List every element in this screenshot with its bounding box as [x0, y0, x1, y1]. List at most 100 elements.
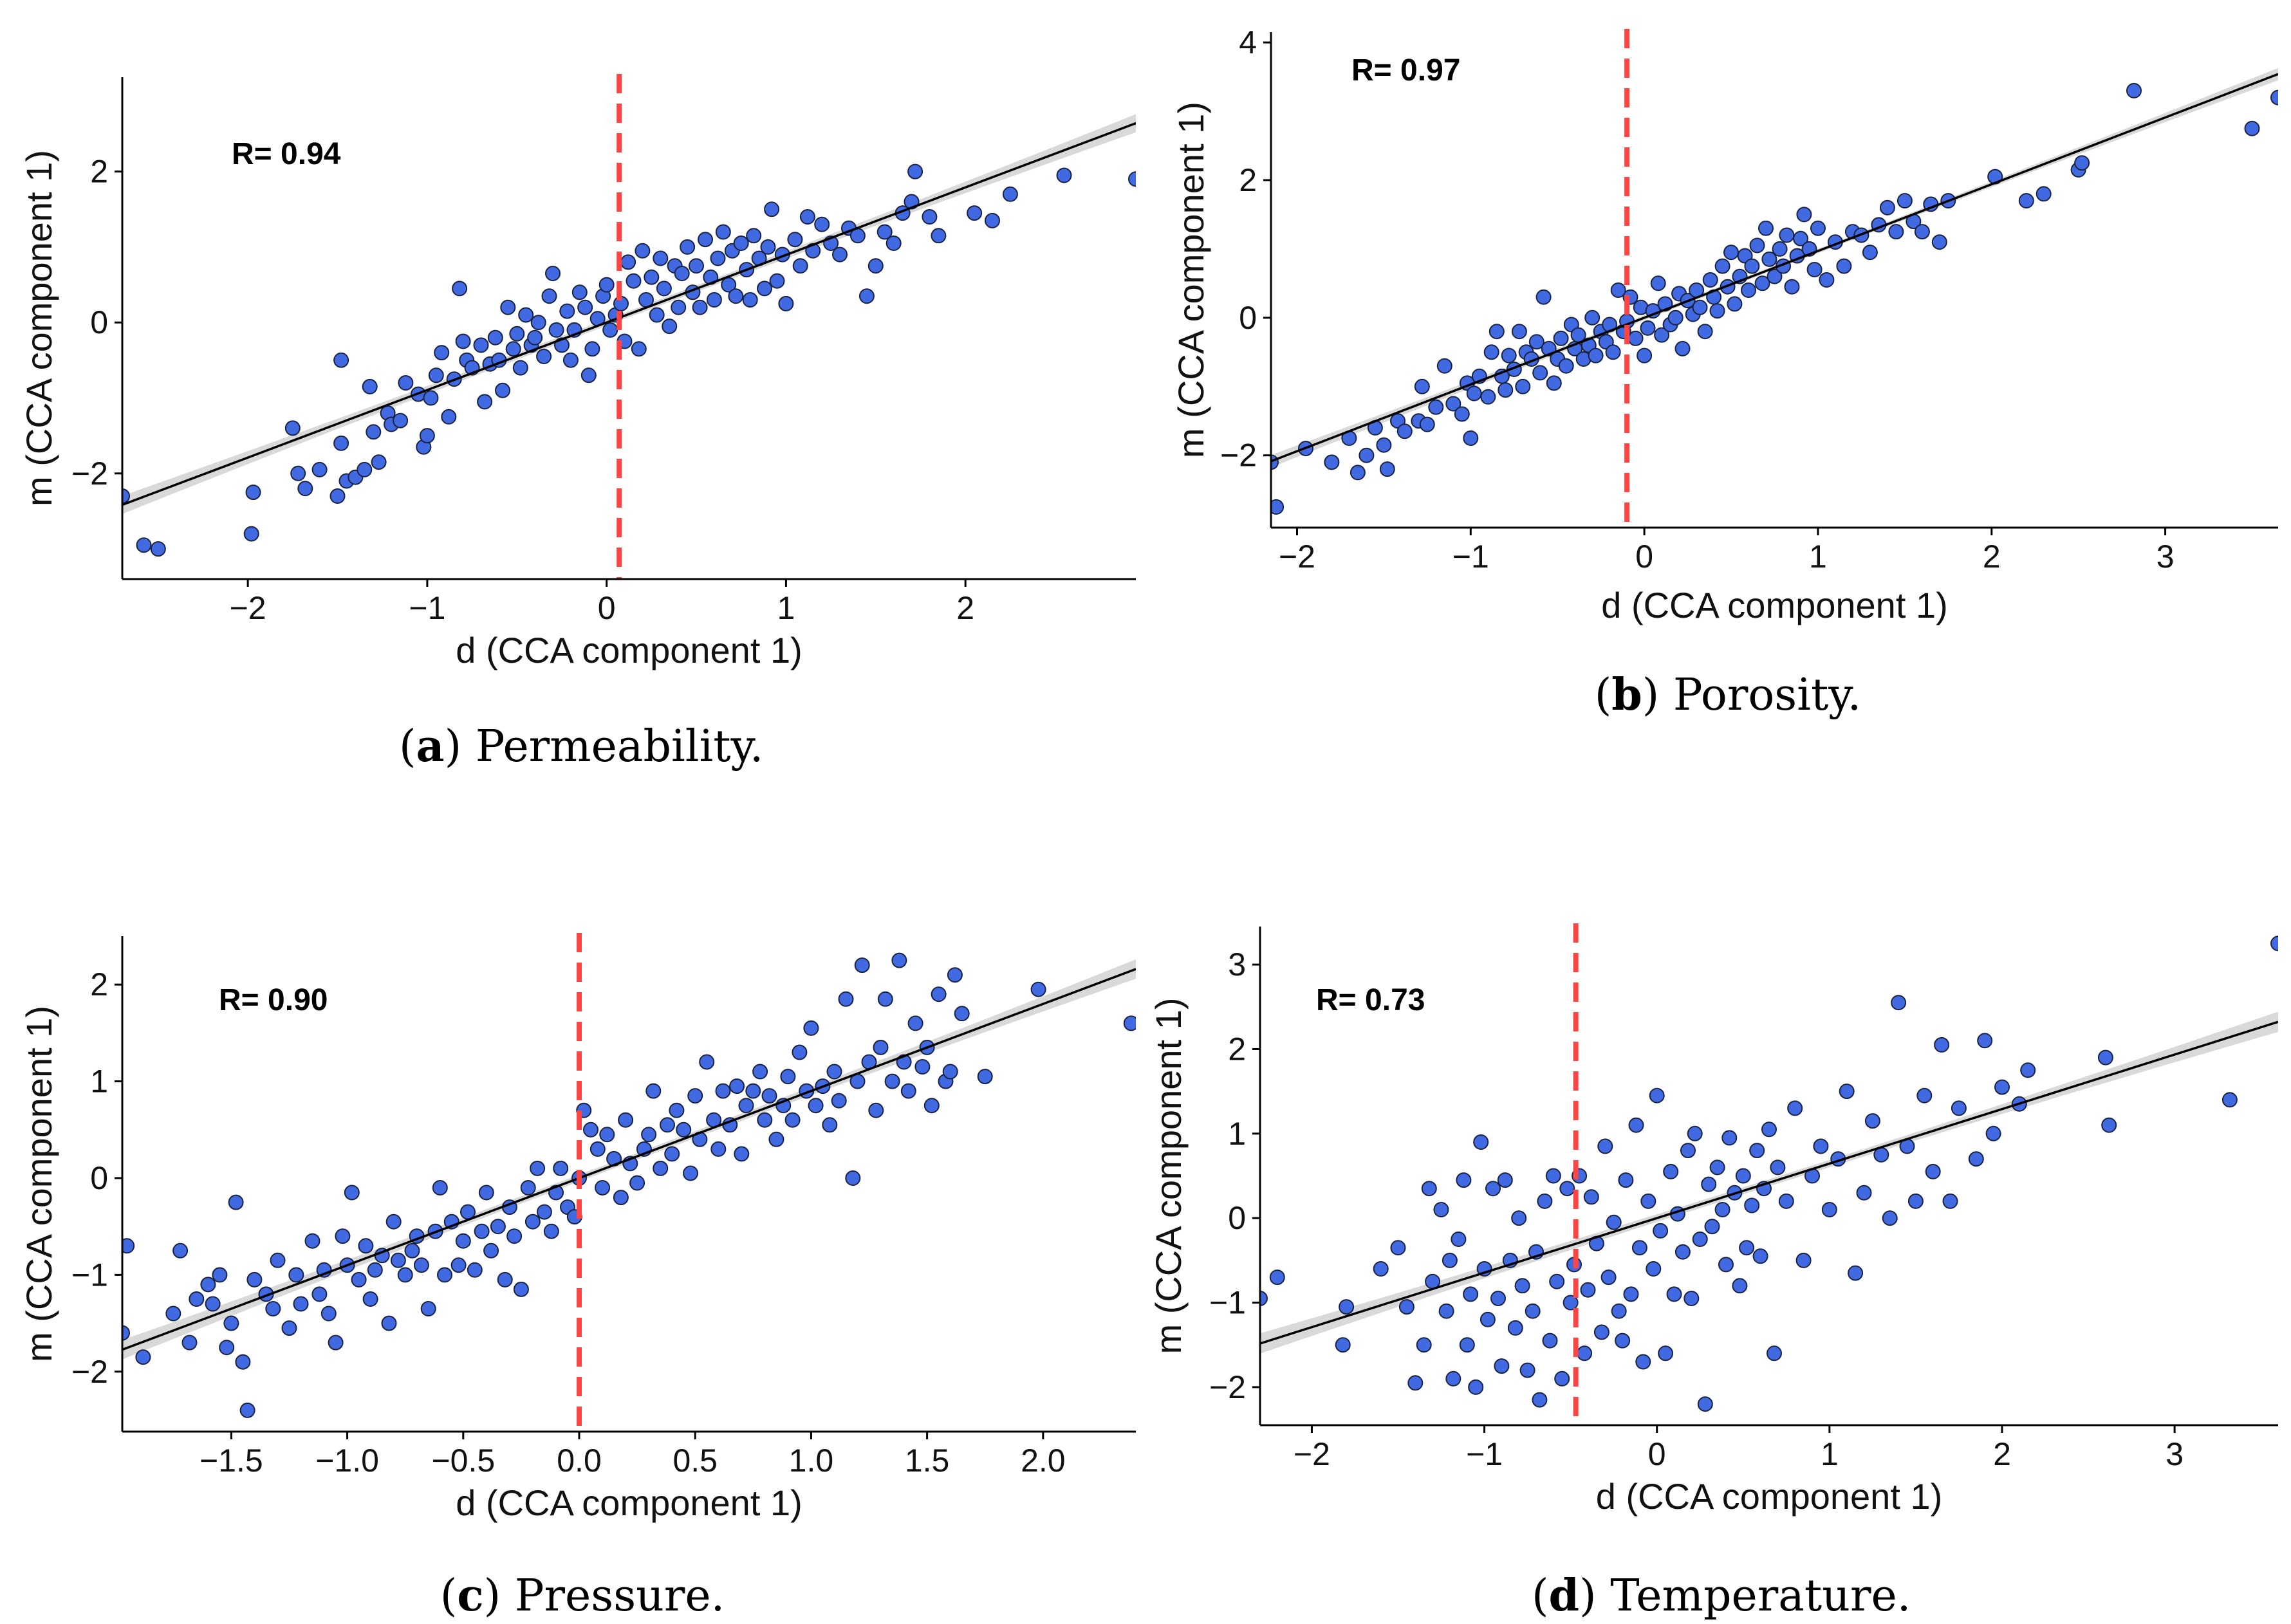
caption-a: (a) Permeability. [399, 721, 764, 772]
panel-a: −2 −1 0 1 2 −2 0 2 d (CCA component 1) m (CCA com… [19, 74, 1136, 670]
data-point [1770, 1159, 1786, 1176]
data-point [1674, 1244, 1691, 1260]
x-tick-label: 1.5 [905, 1443, 950, 1479]
data-point [297, 481, 313, 497]
data-point [1537, 1193, 1553, 1209]
data-point [490, 1219, 506, 1235]
data-point [845, 1170, 861, 1186]
y-tick-label: 4 [1239, 24, 1257, 60]
x-tick-label: −2 [1294, 1436, 1330, 1472]
data-point [1473, 1134, 1489, 1150]
x-tick-label: 0.5 [672, 1443, 718, 1479]
data-point [733, 235, 749, 251]
data-point [536, 349, 552, 364]
data-point [1749, 237, 1765, 254]
x-tick-label: 3 [2166, 1436, 2184, 1472]
x-tick-label: 1.0 [789, 1443, 834, 1479]
regression-line [122, 968, 1136, 1351]
data-point [757, 1112, 773, 1128]
data-point [1559, 1181, 1575, 1197]
data-point [985, 212, 1000, 228]
x-axis-label: d (CCA component 1) [1596, 1476, 1942, 1517]
data-point [205, 1296, 221, 1312]
data-point [656, 281, 672, 297]
data-point [1758, 220, 1774, 236]
data-point [1445, 396, 1461, 412]
data-point [613, 1190, 629, 1206]
data-point [1553, 330, 1569, 346]
data-point [803, 1020, 819, 1036]
data-point [385, 1213, 402, 1230]
correlation-annotation: R= 0.97 [1351, 53, 1460, 88]
data-point [509, 326, 525, 342]
plot-area [1260, 936, 2278, 1412]
caption-d: (d) Temperature. [1532, 1570, 1911, 1621]
x-tick-label: −1 [409, 590, 445, 626]
data-point [189, 1291, 205, 1307]
data-point [1532, 1392, 1548, 1408]
correlation-annotation: R= 0.90 [219, 983, 328, 1017]
data-point [1606, 1214, 1622, 1230]
data-point [653, 250, 669, 266]
data-point [520, 1180, 536, 1195]
data-point [1654, 327, 1670, 343]
data-point [1793, 230, 1808, 246]
y-axis-label: m (CCA component 1) [19, 150, 59, 506]
x-tick-label: 1 [777, 590, 795, 626]
data-point [362, 1291, 378, 1307]
data-point [1687, 1125, 1703, 1141]
data-point [1466, 385, 1482, 401]
data-point [662, 318, 678, 335]
data-point [1511, 324, 1527, 340]
data-point [1704, 1219, 1720, 1235]
data-point [1479, 1311, 1496, 1327]
data-point [1663, 1163, 1679, 1179]
data-point [1615, 1333, 1631, 1349]
data-point [1498, 382, 1514, 398]
data-point [1977, 1033, 1993, 1049]
data-point [1744, 258, 1760, 274]
data-point [1628, 1117, 1644, 1133]
data-point [1128, 171, 1136, 187]
data-point [281, 1320, 297, 1336]
data-point [1821, 1202, 1837, 1217]
panel-b: −2 −1 0 1 2 3 −2 0 2 4 d (CCA component 1) m (CCA c… [1171, 24, 2278, 625]
plot-area [122, 114, 1136, 557]
data-point [1637, 347, 1653, 364]
data-point [311, 1286, 328, 1302]
data-point [764, 201, 780, 217]
data-point [397, 1267, 413, 1283]
data-point [1549, 1273, 1565, 1289]
data-point [1597, 1138, 1613, 1154]
data-point [1545, 1168, 1561, 1184]
data-point [1611, 1303, 1627, 1319]
data-point [455, 1233, 471, 1249]
data-point [420, 1301, 436, 1316]
data-point [583, 1121, 598, 1138]
data-point [728, 288, 744, 304]
data-point [172, 1242, 189, 1259]
data-point [530, 315, 546, 331]
data-point [1542, 1333, 1558, 1349]
data-point [474, 1223, 490, 1239]
data-point [838, 991, 854, 1007]
y-tick-label: 0 [90, 304, 108, 340]
data-point [288, 1267, 304, 1283]
data-point [200, 1277, 216, 1293]
data-point [1934, 1037, 1950, 1053]
data-point [1839, 1084, 1855, 1100]
data-point [245, 484, 261, 501]
data-point [595, 1180, 611, 1195]
data-point [1515, 378, 1531, 394]
data-point [1407, 1375, 1424, 1391]
data-point [1445, 1370, 1461, 1387]
y-axis-label: m (CCA component 1) [1171, 102, 1211, 458]
data-point [404, 1242, 420, 1259]
data-point [530, 1160, 546, 1176]
data-point [1761, 1121, 1777, 1138]
data-point [329, 488, 346, 504]
data-point [1428, 399, 1444, 415]
data-point [1727, 296, 1743, 312]
data-point [1390, 1240, 1406, 1256]
